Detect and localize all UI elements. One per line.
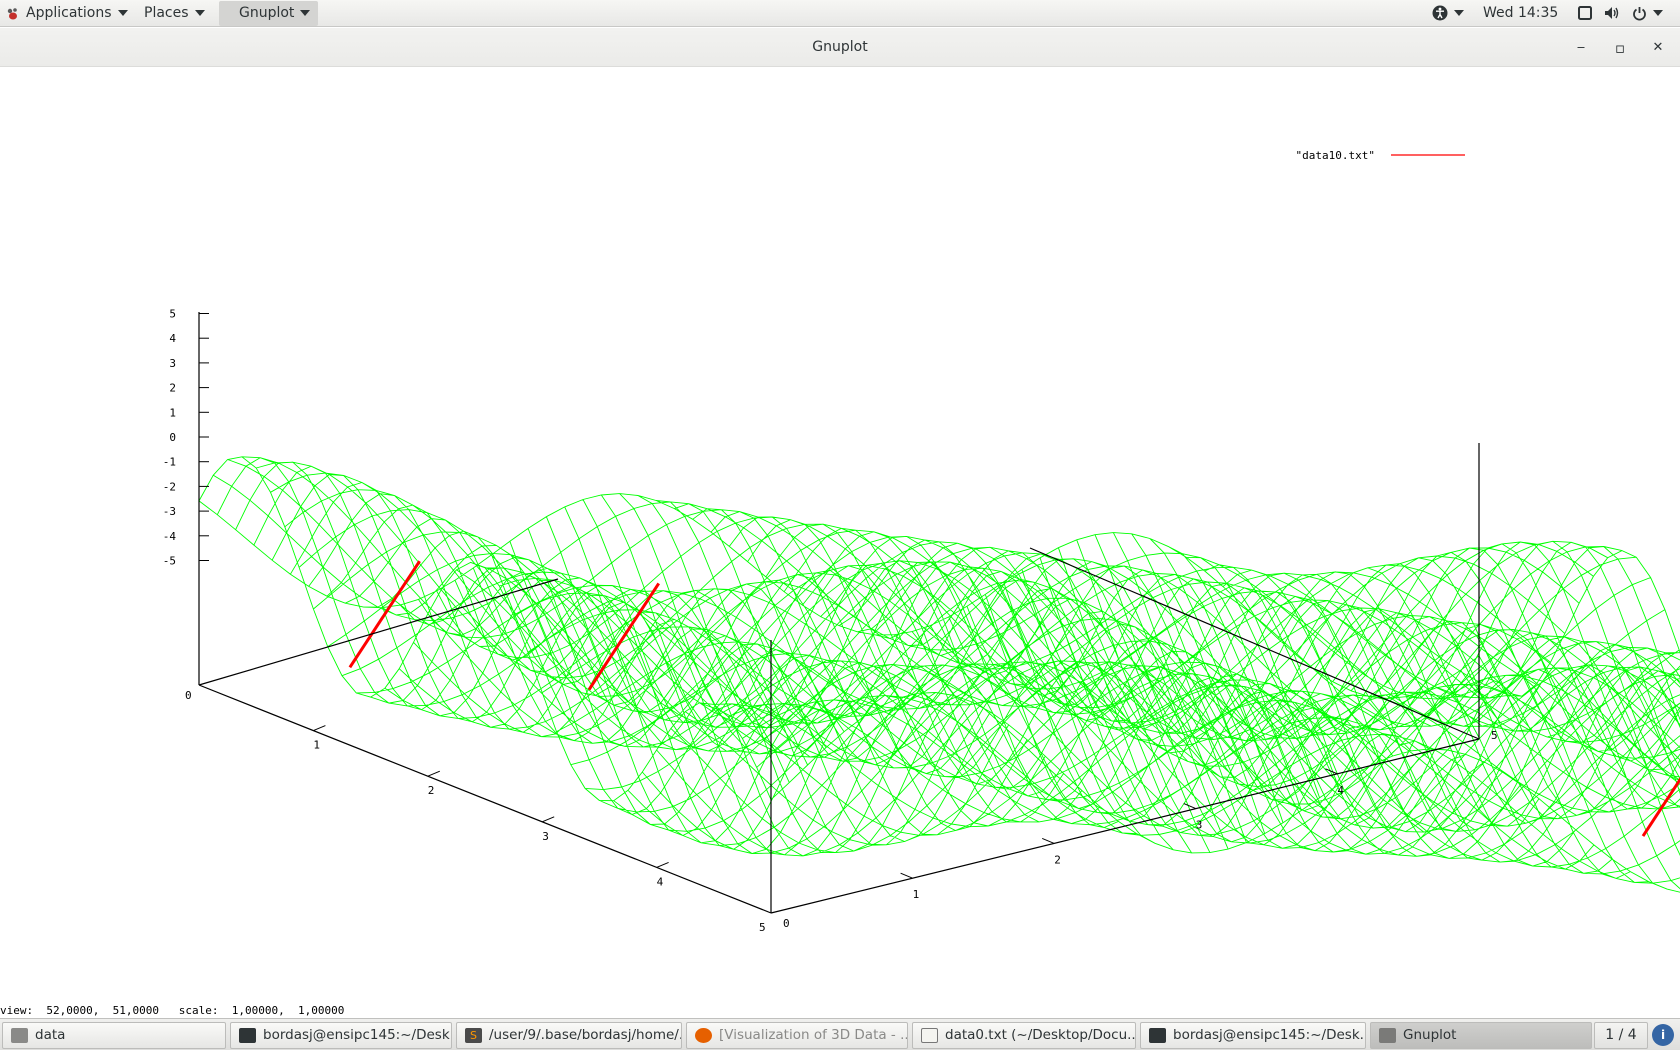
back-right-edge bbox=[1029, 547, 1480, 740]
z-tick-label: 4 bbox=[169, 332, 176, 345]
minimize-button[interactable]: ‒ bbox=[1576, 40, 1586, 55]
plot-canvas[interactable]: 0 1 2 3 4 5 0 1 2 3 4 5 -5 -4 -3 -2 -1 0 1 2 3 4 5 "data10.txt… bbox=[0, 67, 1680, 1010]
places-menu[interactable]: Places bbox=[144, 0, 205, 27]
window-list-bar: data bordasj@ensipc145:~/Desk... S /user… bbox=[0, 1018, 1680, 1050]
close-button[interactable]: ✕ bbox=[1652, 40, 1664, 55]
task-label: bordasj@ensipc145:~/Desk... bbox=[1173, 1027, 1366, 1043]
x-tick bbox=[427, 770, 440, 777]
z-tick-label: 0 bbox=[169, 431, 176, 444]
task-terminal-2[interactable]: bordasj@ensipc145:~/Desk... bbox=[1140, 1022, 1366, 1049]
volume-icon bbox=[1605, 7, 1619, 19]
hidden-side-streak bbox=[348, 560, 421, 669]
x-tick bbox=[656, 861, 669, 868]
terminal-icon bbox=[1149, 1028, 1166, 1043]
x-tick-label: 0 bbox=[185, 689, 192, 702]
hidden-side-streak bbox=[1641, 776, 1680, 837]
y-tick-label: 0 bbox=[783, 917, 790, 930]
z-tick-label: -3 bbox=[163, 505, 176, 518]
y-tick bbox=[1042, 837, 1055, 844]
surface-mesh bbox=[198, 456, 1680, 893]
task-gnuplot[interactable]: Gnuplot bbox=[1370, 1022, 1592, 1049]
y-tick-label: 5 bbox=[1491, 729, 1498, 742]
z-tick-label: -5 bbox=[163, 555, 176, 568]
task-label: Gnuplot bbox=[1403, 1027, 1457, 1043]
z-tick-label: 3 bbox=[169, 357, 176, 370]
x-tick bbox=[542, 816, 555, 823]
plot-axes: 0 1 2 3 4 5 0 1 2 3 4 5 -5 -4 -3 -2 -1 0 1 2 3 4 5 bbox=[163, 308, 1498, 935]
chevron-down-icon bbox=[1653, 10, 1663, 16]
surface-wireframe bbox=[198, 456, 1680, 893]
task-terminal-1[interactable]: bordasj@ensipc145:~/Desk... bbox=[230, 1022, 452, 1049]
text-editor-icon bbox=[921, 1028, 938, 1043]
y-tick bbox=[900, 872, 913, 879]
task-firefox[interactable]: [Visualization of 3D Data - ... bbox=[686, 1022, 908, 1049]
y-tick-label: 1 bbox=[913, 888, 920, 901]
status-line: view: 52,0000, 51,0000 scale: 1,00000, 1… bbox=[0, 1004, 345, 1017]
z-tick-label: 2 bbox=[169, 382, 176, 395]
x-tick-label: 4 bbox=[657, 875, 664, 888]
chevron-down-icon bbox=[300, 10, 311, 16]
y-tick-label: 4 bbox=[1337, 784, 1344, 797]
z-tick-label: -4 bbox=[163, 530, 177, 543]
gnuplot-window-icon bbox=[1379, 1028, 1396, 1043]
window-titlebar[interactable]: Gnuplot ‒ ▫ ✕ bbox=[0, 28, 1680, 67]
hidden-side-streak bbox=[587, 582, 660, 691]
sublime-icon: S bbox=[465, 1028, 482, 1043]
applications-label: Applications bbox=[26, 5, 112, 21]
x-tick-label: 1 bbox=[313, 739, 320, 752]
notification-icon[interactable]: i bbox=[1652, 1024, 1674, 1046]
folder-icon bbox=[11, 1028, 28, 1043]
chevron-down-icon bbox=[194, 10, 205, 16]
z-tick-label: -2 bbox=[163, 480, 176, 493]
plot-legend: "data10.txt" bbox=[1296, 149, 1465, 162]
z-tick-label: 5 bbox=[169, 308, 176, 321]
x-axis-line bbox=[198, 684, 772, 914]
task-label: bordasj@ensipc145:~/Desk... bbox=[263, 1027, 452, 1043]
back-left-edge bbox=[198, 578, 559, 686]
window-title: Gnuplot bbox=[812, 39, 868, 55]
workspace-pager[interactable]: 1 / 4 bbox=[1594, 1022, 1648, 1049]
top-panel: Applications Places Gnuplot Wed 14:35 bbox=[0, 0, 1680, 27]
clock-label: Wed 14:35 bbox=[1483, 5, 1559, 21]
surface-plot[interactable]: 0 1 2 3 4 5 0 1 2 3 4 5 -5 -4 -3 -2 -1 0 1 2 3 4 5 "data10.txt… bbox=[0, 67, 1680, 1004]
system-menu[interactable] bbox=[1578, 0, 1663, 27]
screen-icon bbox=[1578, 6, 1592, 20]
y-tick-label: 2 bbox=[1054, 853, 1061, 866]
applications-menu[interactable]: Applications bbox=[0, 0, 128, 27]
x-tick bbox=[313, 725, 326, 732]
accessibility-icon bbox=[1432, 5, 1448, 21]
x-tick-label: 2 bbox=[428, 784, 435, 797]
gnome-foot-icon bbox=[7, 8, 17, 20]
active-app-label: Gnuplot bbox=[239, 5, 295, 21]
task-label: data bbox=[35, 1027, 66, 1043]
y-tick-label: 3 bbox=[1196, 819, 1203, 832]
maximize-button[interactable]: ▫ bbox=[1614, 39, 1626, 57]
z-tick-label: -1 bbox=[163, 456, 176, 469]
power-icon bbox=[1633, 6, 1646, 20]
y-tick bbox=[1325, 768, 1338, 775]
places-label: Places bbox=[144, 5, 189, 21]
x-tick-label: 3 bbox=[542, 830, 549, 843]
task-sublime[interactable]: S /user/9/.base/bordasj/home/... bbox=[456, 1022, 682, 1049]
task-label: /user/9/.base/bordasj/home/... bbox=[489, 1027, 682, 1043]
task-label: [Visualization of 3D Data - ... bbox=[719, 1027, 908, 1043]
task-data[interactable]: data bbox=[2, 1022, 226, 1049]
y-tick bbox=[1183, 803, 1196, 810]
y-axis-line bbox=[770, 738, 1480, 914]
terminal-icon bbox=[239, 1028, 256, 1043]
z-tick-label: 1 bbox=[169, 406, 176, 419]
legend-label: "data10.txt" bbox=[1296, 149, 1375, 162]
chevron-down-icon bbox=[117, 10, 128, 16]
task-label: data0.txt (~/Desktop/Docu... bbox=[945, 1027, 1136, 1043]
accessibility-menu[interactable] bbox=[1432, 0, 1464, 27]
x-tick-label: 5 bbox=[759, 921, 766, 934]
task-text-editor[interactable]: data0.txt (~/Desktop/Docu... bbox=[912, 1022, 1136, 1049]
active-app-menu[interactable]: Gnuplot bbox=[219, 1, 319, 26]
firefox-icon bbox=[695, 1028, 712, 1043]
clock[interactable]: Wed 14:35 bbox=[1483, 0, 1558, 27]
chevron-down-icon bbox=[1454, 10, 1464, 16]
